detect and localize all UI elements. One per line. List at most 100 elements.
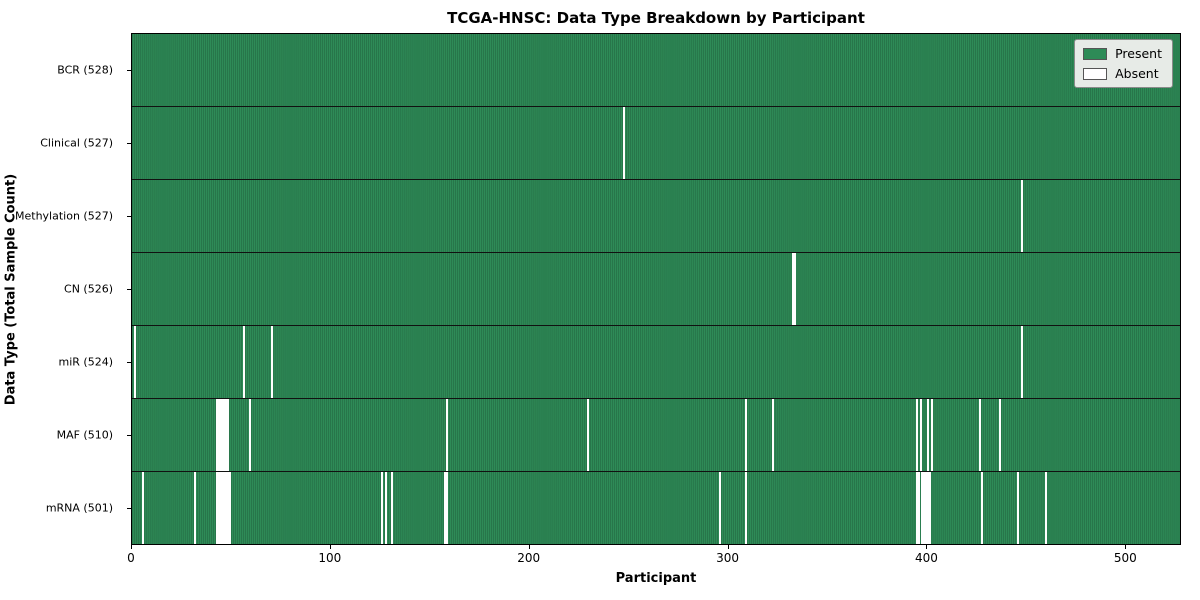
legend-label-present: Present — [1115, 46, 1162, 61]
y-tick-label-cn: CN (526) — [64, 282, 113, 296]
y-tick-label-bcr: BCR (528) — [57, 63, 113, 77]
y-tick-mark — [127, 362, 131, 364]
bar-edge-texture — [132, 472, 1180, 544]
absent-stripe — [217, 399, 220, 471]
absent-stripe — [229, 472, 232, 544]
absent-stripe — [219, 472, 222, 544]
absent-stripe — [917, 472, 920, 544]
absent-stripe — [919, 399, 922, 471]
bar-edge-texture — [132, 399, 1180, 471]
absent-stripe — [446, 399, 449, 471]
x-axis-label: Participant — [615, 571, 697, 586]
x-tick-label: 400 — [915, 551, 938, 565]
absent-stripe — [927, 399, 930, 471]
absent-stripe — [981, 472, 984, 544]
y-axis-tick-labels: BCR (528) Clinical (527) Methylation (527)… — [0, 33, 131, 545]
chart-title: TCGA-HNSC: Data Type Breakdown by Partic… — [447, 9, 865, 27]
bar-edge-texture — [132, 34, 1180, 106]
absent-stripe — [923, 472, 926, 544]
x-tick-mark — [131, 545, 132, 549]
absent-stripe — [384, 472, 387, 544]
x-tick-mark — [727, 545, 729, 549]
absent-stripe — [225, 399, 228, 471]
absent-stripe — [221, 472, 224, 544]
y-tick-label-methylation: Methylation (527) — [15, 209, 113, 223]
absent-stripe — [380, 472, 383, 544]
x-tick-label: 200 — [517, 551, 541, 565]
x-tick-label: 300 — [716, 551, 740, 565]
absent-swatch — [1083, 67, 1108, 80]
absent-stripe — [931, 399, 934, 471]
absent-stripe — [915, 399, 918, 471]
y-tick-mark — [127, 215, 131, 217]
absent-stripe — [915, 472, 918, 544]
x-tick-label: 0 — [127, 551, 135, 565]
absent-stripe — [1020, 326, 1023, 398]
absent-stripe — [587, 399, 590, 471]
y-tick-label-mrna: mRNA (501) — [45, 501, 113, 515]
absent-stripe — [217, 472, 220, 544]
bar-edge-texture — [132, 326, 1180, 398]
absent-stripe — [227, 472, 230, 544]
heatmap-row-mir — [132, 326, 1180, 399]
absent-stripe — [772, 399, 775, 471]
absent-stripe — [1020, 180, 1023, 252]
x-tick-mark — [528, 545, 530, 549]
absent-stripe — [623, 107, 626, 179]
absent-stripe — [927, 472, 930, 544]
bar-edge-texture — [132, 253, 1180, 325]
absent-stripe — [744, 472, 747, 544]
y-tick-label-clinical: Clinical (527) — [40, 136, 113, 150]
absent-stripe — [215, 399, 218, 471]
absent-stripe — [999, 399, 1002, 471]
legend-label-absent: Absent — [1115, 66, 1159, 81]
y-tick-mark — [127, 435, 131, 437]
heatmap-row-mrna — [132, 472, 1180, 544]
absent-stripe — [243, 326, 246, 398]
absent-stripe — [215, 472, 218, 544]
y-tick-mark — [127, 289, 131, 290]
absent-stripe — [929, 472, 932, 544]
absent-stripe — [221, 399, 224, 471]
y-tick-label-maf: MAF (510) — [56, 428, 113, 442]
y-tick-mark — [127, 142, 131, 144]
absent-stripe — [227, 399, 230, 471]
absent-stripe — [1044, 472, 1047, 544]
y-tick-mark — [127, 69, 131, 71]
y-tick-label-mir: miR (524) — [58, 355, 114, 369]
present-swatch — [1083, 47, 1108, 60]
legend: Present Absent — [1074, 39, 1173, 88]
absent-stripe — [792, 253, 795, 325]
absent-stripe — [219, 399, 222, 471]
absent-stripe — [921, 472, 924, 544]
absent-stripe — [223, 399, 226, 471]
heatmap-row-bcr — [132, 34, 1180, 107]
absent-stripe — [223, 472, 226, 544]
heatmap-row-maf — [132, 399, 1180, 472]
bar-edge-texture — [132, 107, 1180, 179]
absent-stripe — [271, 326, 274, 398]
x-tick-mark — [1125, 545, 1127, 549]
bar-edge-texture — [132, 180, 1180, 252]
x-tick-mark — [329, 545, 331, 549]
legend-entry-present: Present — [1083, 46, 1162, 61]
absent-stripe — [141, 472, 144, 544]
legend-entry-absent: Absent — [1083, 66, 1162, 81]
heatmap-row-clinical — [132, 107, 1180, 180]
absent-stripe — [794, 253, 797, 325]
absent-stripe — [133, 326, 136, 398]
absent-stripe — [225, 472, 228, 544]
plot-area — [131, 33, 1181, 545]
absent-stripe — [979, 399, 982, 471]
heatmap-row-cn — [132, 253, 1180, 326]
x-tick-mark — [926, 545, 928, 549]
y-tick-mark — [127, 508, 131, 510]
absent-stripe — [249, 399, 252, 471]
absent-stripe — [193, 472, 196, 544]
absent-stripe — [718, 472, 721, 544]
absent-stripe — [1016, 472, 1019, 544]
heatmap-row-methylation — [132, 180, 1180, 253]
absent-stripe — [744, 399, 747, 471]
absent-stripe — [925, 472, 928, 544]
